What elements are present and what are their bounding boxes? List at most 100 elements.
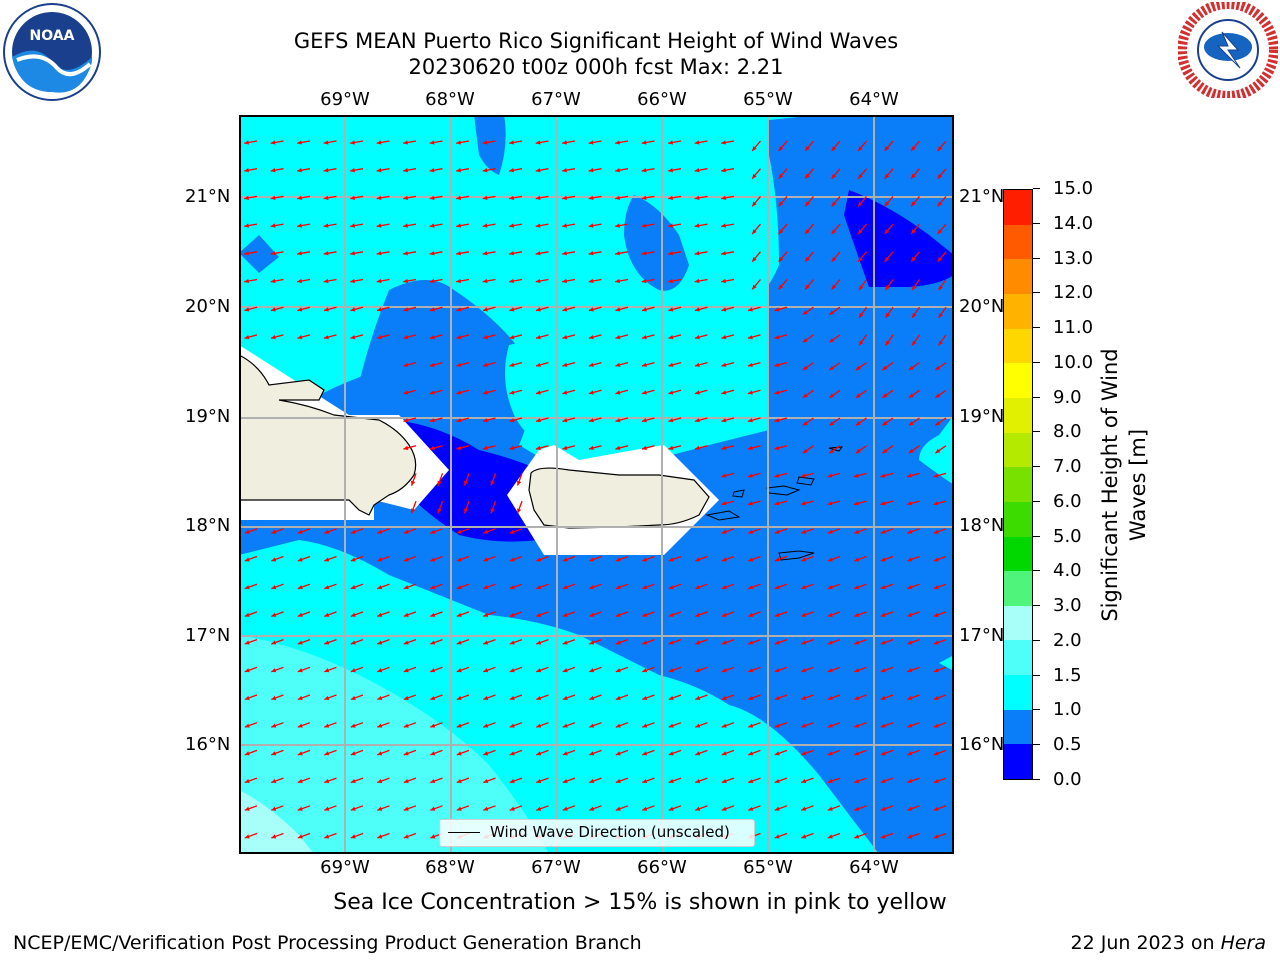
wave-direction-arrowhead xyxy=(880,557,886,562)
wave-direction-arrowhead xyxy=(800,473,806,478)
wave-direction-arrowhead xyxy=(748,612,754,617)
wave-direction-arrowhead xyxy=(774,834,780,839)
wave-direction-arrowhead xyxy=(911,229,916,235)
wave-direction-arrowhead xyxy=(376,307,382,312)
wave-direction-arrowhead xyxy=(535,307,541,312)
wave-direction-arrowhead xyxy=(244,195,250,201)
wave-direction-arrowhead xyxy=(615,307,621,312)
wave-direction-arrowhead xyxy=(350,195,356,201)
wave-direction-arrowhead xyxy=(853,501,859,506)
wave-direction-arrowhead xyxy=(297,334,303,340)
wave-direction-arrowhead xyxy=(482,195,488,201)
wave-direction-arrowhead xyxy=(668,334,674,340)
wave-direction-arrowhead xyxy=(482,168,488,173)
colorbar-tick-mark xyxy=(1033,188,1040,189)
wave-direction-arrowhead xyxy=(297,612,303,617)
colorbar-tick-label: 15.0 xyxy=(1053,178,1094,199)
wave-direction-arrowhead xyxy=(668,251,674,256)
wave-direction-arrowhead xyxy=(748,695,754,700)
wave-direction-arrowhead xyxy=(854,778,860,784)
wave-direction-arrowhead xyxy=(377,723,383,728)
wave-direction-arrowhead xyxy=(483,723,489,728)
wave-direction-arrowhead xyxy=(437,508,442,514)
wave-direction-arrowhead xyxy=(456,307,462,312)
wave-direction-arrowhead xyxy=(429,251,435,256)
wave-direction-arrowhead xyxy=(721,723,727,728)
wave-direction-arrowhead xyxy=(694,390,700,395)
wave-direction-arrowhead xyxy=(536,640,542,645)
wave-direction-arrowhead xyxy=(778,256,784,262)
wave-direction-arrowhead xyxy=(588,307,594,312)
colorbar-tick-mark xyxy=(1033,639,1040,641)
lat-label-left-20: 20°N xyxy=(185,296,231,317)
wave-direction-arrowhead xyxy=(589,585,595,590)
wave-direction-arrowhead xyxy=(694,140,700,145)
wave-direction-arrowhead xyxy=(827,751,833,756)
wave-direction-arrowhead xyxy=(641,445,647,451)
wave-direction-arrowhead xyxy=(324,585,330,590)
wave-direction-arrowhead xyxy=(884,173,890,179)
wave-direction-arrowhead xyxy=(270,223,276,228)
wave-direction-arrowhead xyxy=(588,251,594,256)
wave-direction-arrowhead xyxy=(748,751,754,756)
wave-direction-arrowhead xyxy=(535,445,541,451)
wave-direction-arrowhead xyxy=(562,168,568,173)
wave-direction-arrowhead xyxy=(562,751,568,756)
wave-direction-arrowhead xyxy=(748,585,754,590)
wave-direction-arrowhead xyxy=(297,251,303,256)
wave-direction-arrowhead xyxy=(668,640,674,645)
wave-direction-arrowhead xyxy=(911,201,916,207)
wave-direction-arrowhead xyxy=(482,362,488,367)
wave-direction-arrowhead xyxy=(933,585,939,590)
colorbar-segment xyxy=(1004,328,1032,364)
wave-direction-arrowhead xyxy=(907,806,913,811)
colorbar-tick-label: 4.0 xyxy=(1053,560,1082,582)
wave-direction-arrowhead xyxy=(668,723,674,728)
wave-direction-arrowhead xyxy=(509,557,515,562)
wave-direction-arrowhead xyxy=(748,778,754,784)
wave-direction-arrowhead xyxy=(297,806,303,811)
colorbar-segment xyxy=(1004,744,1032,779)
wave-direction-arrowhead xyxy=(800,501,806,506)
wave-direction-arrowhead xyxy=(801,612,807,617)
colorbar-tick-label: 0.0 xyxy=(1053,769,1082,790)
wave-direction-arrowhead xyxy=(933,695,939,700)
wave-direction-arrowhead xyxy=(376,223,382,228)
wave-direction-arrowhead xyxy=(721,195,727,201)
wave-direction-arrowhead xyxy=(747,418,753,423)
wave-direction-arrowhead xyxy=(774,418,780,423)
wave-direction-arrowhead xyxy=(805,201,810,207)
colorbar-segment xyxy=(1004,259,1032,295)
wave-direction-arrowhead xyxy=(721,585,727,590)
nws-logo xyxy=(1177,0,1279,101)
wave-direction-arrowhead xyxy=(884,201,890,207)
wave-direction-arrowhead xyxy=(721,278,727,284)
wave-direction-arrowhead xyxy=(641,418,647,423)
wave-direction-arrowhead xyxy=(885,312,890,318)
wave-direction-arrowhead xyxy=(805,284,810,290)
wave-band-small-patch xyxy=(239,235,279,273)
wave-direction-arrowhead xyxy=(562,334,568,340)
wave-direction-arrowhead xyxy=(774,390,780,395)
wave-direction-arrowhead xyxy=(509,668,515,673)
wave-direction-arrowhead xyxy=(403,390,409,395)
wave-direction-arrowhead xyxy=(747,362,753,367)
wave-direction-arrowhead xyxy=(854,723,860,728)
wave-direction-arrowhead xyxy=(562,806,568,811)
wave-direction-arrowhead xyxy=(377,778,383,784)
wave-direction-arrowhead xyxy=(297,307,303,312)
wave-direction-arrowhead xyxy=(297,278,303,284)
wave-band-0-0-5-mona xyxy=(394,420,544,542)
wave-direction-arrowhead xyxy=(831,173,837,179)
wave-direction-arrowhead xyxy=(429,307,435,312)
wave-direction-arrowhead xyxy=(509,140,515,145)
chart-title-line2: 20230620 t00z 000h fcst Max: 2.21 xyxy=(408,55,784,79)
colorbar-segment xyxy=(1004,224,1032,260)
wave-direction-arrowhead xyxy=(562,418,568,423)
wave-direction-arrowhead xyxy=(778,173,784,179)
lat-label-right-20: 20°N xyxy=(959,296,1005,317)
wave-direction-arrowhead xyxy=(509,806,515,811)
wave-direction-arrowhead xyxy=(403,251,409,256)
colorbar-segment xyxy=(1004,675,1032,710)
wave-direction-arrowhead xyxy=(907,529,913,534)
